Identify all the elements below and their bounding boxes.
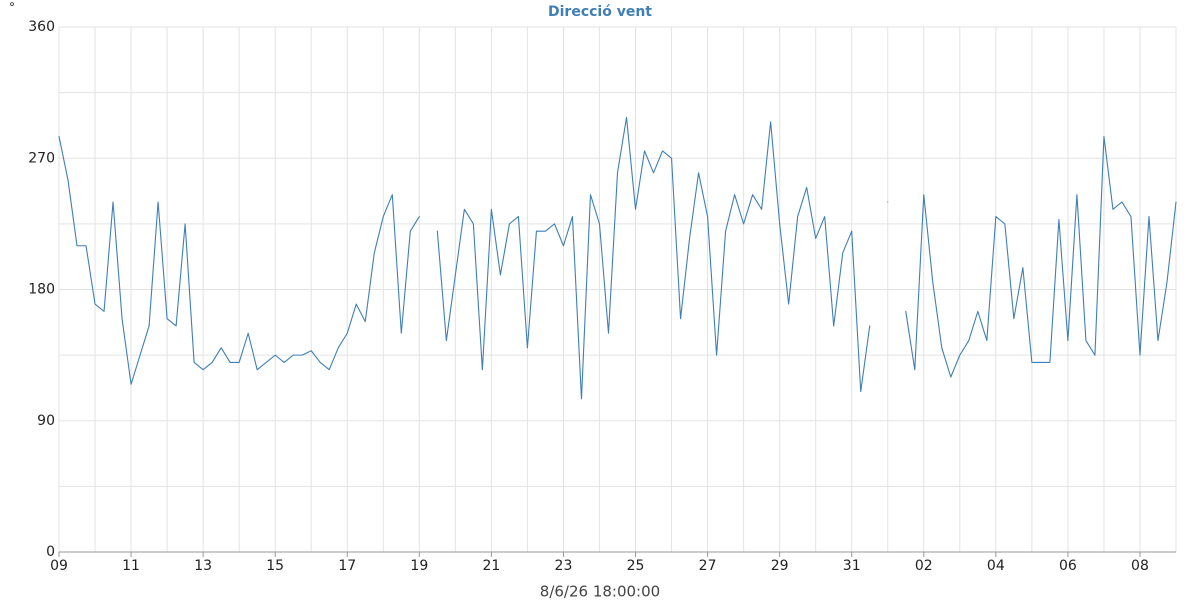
y-tick-label: 90 <box>37 413 55 429</box>
x-tick-label: 25 <box>627 558 645 574</box>
x-tick-label: 27 <box>699 558 717 574</box>
x-tick-label: 23 <box>555 558 573 574</box>
x-tick-label: 06 <box>1059 558 1077 574</box>
x-label: 8/6/26 18:00:00 <box>540 583 660 601</box>
x-tick-label: 09 <box>50 558 68 574</box>
y-tick-label: 360 <box>28 19 55 35</box>
line <box>58 116 1177 400</box>
x-tick-label: 31 <box>843 558 861 574</box>
x-tick-label: 04 <box>987 558 1005 574</box>
y-tick-label: 0 <box>46 544 55 560</box>
x-tick-label: 17 <box>338 558 356 574</box>
y-tick-label: 270 <box>28 150 55 166</box>
chart-title: Direcció vent <box>548 4 652 20</box>
x-tick-label: 29 <box>771 558 789 574</box>
x-tick-label: 21 <box>482 558 500 574</box>
y-unit: ° <box>9 1 15 15</box>
x-tick-label: 11 <box>122 558 140 574</box>
y-tick-label: 180 <box>28 282 55 298</box>
x-tick-label: 19 <box>410 558 428 574</box>
x-tick-label: 15 <box>266 558 284 574</box>
x-tick-label: 13 <box>194 558 212 574</box>
x-tick-label: 08 <box>1131 558 1149 574</box>
x-tick-label: 02 <box>915 558 933 574</box>
